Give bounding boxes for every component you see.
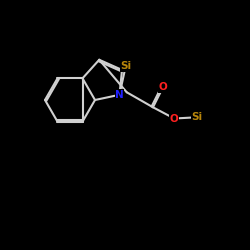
Text: O: O <box>158 82 167 92</box>
Text: Si: Si <box>120 61 131 71</box>
Text: Si: Si <box>191 112 202 122</box>
Text: N: N <box>115 90 124 100</box>
Text: O: O <box>170 114 178 124</box>
